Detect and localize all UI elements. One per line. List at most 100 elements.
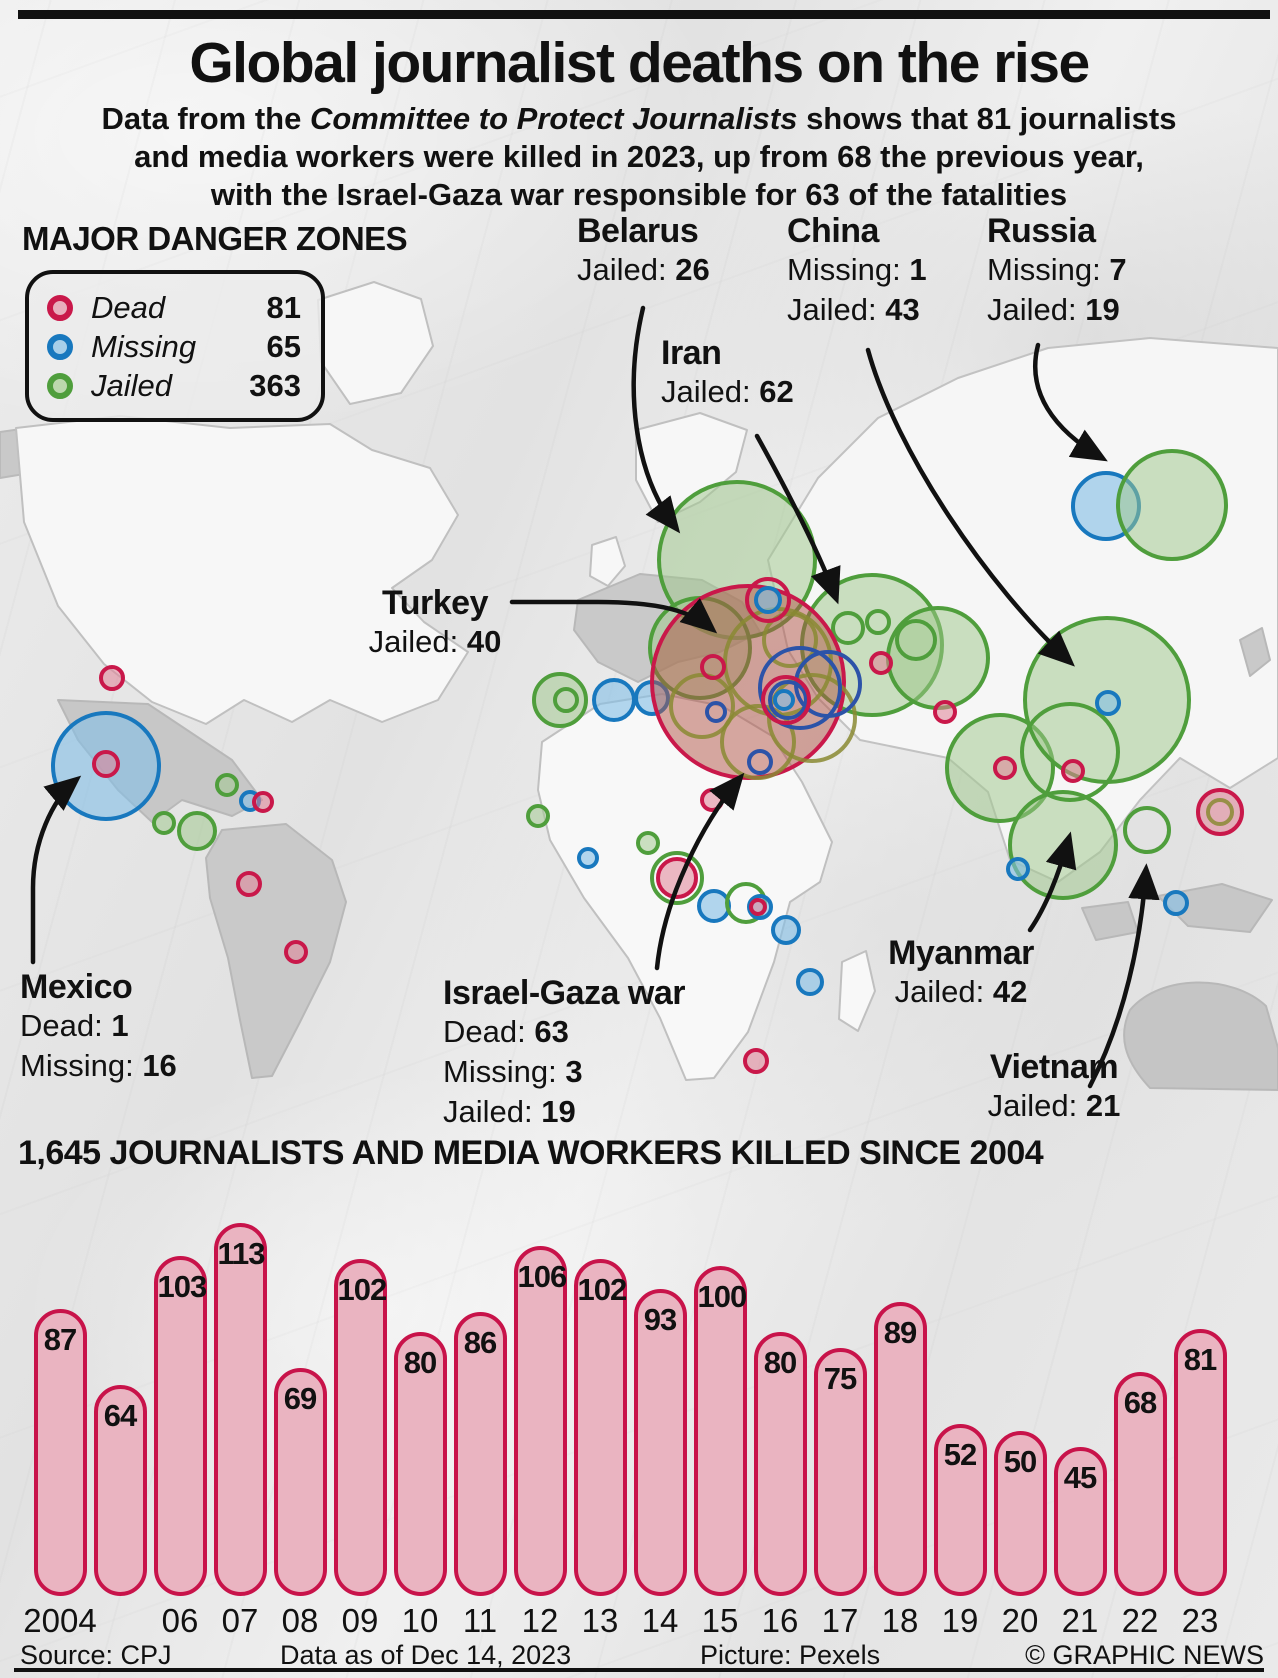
bar-2007: 113 xyxy=(213,1223,267,1596)
map-bubble-dead xyxy=(743,1048,769,1074)
callout-stat: Jailed: 43 xyxy=(787,292,920,327)
year-tick-label: 08 xyxy=(281,1602,319,1639)
source-note: Source: CPJ xyxy=(20,1640,172,1670)
callout-stat: Jailed: 26 xyxy=(577,252,710,287)
year-tick-label: 18 xyxy=(881,1602,919,1639)
map-bubble-missing xyxy=(592,678,636,722)
year-tick-label: 13 xyxy=(581,1602,619,1639)
land-australia xyxy=(1123,981,1278,1091)
map-bubble-jailed xyxy=(152,811,176,835)
legend-row-dead: Dead 81 xyxy=(47,290,301,326)
map-bubble-dead xyxy=(92,750,120,778)
bar-value: 45 xyxy=(1063,1460,1097,1495)
legend-heading: MAJOR DANGER ZONES xyxy=(22,220,408,257)
israel-gaza-arrow xyxy=(654,772,745,971)
map-bubble-deadring xyxy=(700,654,726,680)
subtitle-line: with the Israel-Gaza war responsible for… xyxy=(210,177,1068,212)
map-bubble-missing xyxy=(771,915,801,945)
callout-country-name: Iran xyxy=(661,334,722,372)
map-bubble-dead xyxy=(252,791,274,813)
year-tick-label: 15 xyxy=(701,1602,739,1639)
subtitle-line: and media workers were killed in 2023, u… xyxy=(134,139,1144,174)
map-bubble-jailed xyxy=(526,804,550,828)
map-bubble-jailedring xyxy=(650,851,704,905)
picture-credit: Picture: Pexels xyxy=(700,1640,881,1670)
year-tick-label: 19 xyxy=(941,1602,979,1639)
bar-value: 103 xyxy=(157,1269,208,1304)
map-bubble-jailed xyxy=(636,831,660,855)
land-madagascar xyxy=(838,950,876,1032)
bar-value: 81 xyxy=(1183,1342,1217,1377)
map-bubble-dead xyxy=(99,665,125,691)
turkey-arrow xyxy=(509,598,718,634)
copyright: © GRAPHIC NEWS xyxy=(1025,1640,1264,1670)
legend-row-jailed: Jailed 363 xyxy=(47,368,301,404)
callout-stat: Missing: 1 xyxy=(787,252,927,287)
bar-value: 100 xyxy=(697,1279,748,1314)
bar-2004: 87 xyxy=(33,1309,87,1596)
bar-2017: 75 xyxy=(813,1348,867,1596)
map-bubble-jailed xyxy=(215,773,239,797)
bar-value: 89 xyxy=(883,1315,917,1350)
callout-country-name: Vietnam xyxy=(989,1048,1119,1086)
bar-2019: 52 xyxy=(933,1424,987,1596)
callout-country-name: Israel-Gaza war xyxy=(443,974,685,1012)
china-arrow xyxy=(865,347,1075,667)
jailed-circle-icon xyxy=(47,373,73,399)
callout-stat: Dead: 1 xyxy=(20,1008,129,1043)
dead-circle-icon xyxy=(47,295,73,321)
bar-2022: 68 xyxy=(1113,1372,1167,1596)
belarus-arrow xyxy=(631,305,681,534)
map-bubble-deadring xyxy=(761,675,811,725)
bar-2009: 102 xyxy=(333,1259,387,1596)
bar-2006: 103 xyxy=(153,1256,208,1596)
bar-value: 87 xyxy=(43,1322,77,1357)
year-tick-label: 22 xyxy=(1121,1602,1159,1639)
callout-stat: Jailed: 62 xyxy=(661,374,794,409)
callout-stat: Dead: 63 xyxy=(443,1014,569,1049)
bar-value: 52 xyxy=(943,1437,977,1472)
land-north-america xyxy=(15,415,469,725)
map-bubble-olive xyxy=(1206,798,1234,826)
legend-row-missing: Missing 65 xyxy=(47,329,301,365)
mexico-arrow xyxy=(30,775,82,965)
callout-china: China Missing: 1 Jailed: 43 xyxy=(787,212,927,330)
map-bubble-missing xyxy=(577,847,599,869)
callout-country-name: China xyxy=(787,212,879,250)
myanmar-arrow xyxy=(1027,831,1077,933)
callout-country-name: Mexico xyxy=(20,968,133,1006)
year-tick-label: 07 xyxy=(221,1602,259,1639)
callout-stat: Jailed: 19 xyxy=(443,1094,576,1129)
callout-russia: Russia Missing: 7 Jailed: 19 xyxy=(987,212,1127,330)
map-bubble-dead xyxy=(284,940,308,964)
subtitle-line: Data from the Committee to Protect Journ… xyxy=(101,101,1177,136)
map-bubble-jailedring xyxy=(1020,702,1120,802)
land-greenland xyxy=(317,281,434,405)
callout-iran: Iran Jailed: 62 xyxy=(661,334,794,412)
legend-label: Jailed xyxy=(91,368,172,403)
page-subtitle: Data from the Committee to Protect Journ… xyxy=(0,100,1278,214)
bar-2016: 80 xyxy=(753,1332,807,1596)
year-tick-label: 2004 xyxy=(23,1602,97,1639)
callout-stat: Missing: 7 xyxy=(987,252,1127,287)
russia-arrow xyxy=(1032,342,1108,462)
callout-vietnam: Vietnam Jailed: 21 xyxy=(988,1048,1121,1126)
map-bubble-dead xyxy=(869,651,893,675)
map-bubble-jailedring xyxy=(831,611,865,645)
bar-2010: 80 xyxy=(393,1332,447,1596)
bar-2020: 50 xyxy=(993,1431,1047,1596)
year-tick-label: 11 xyxy=(462,1602,498,1639)
year-tick-label: 20 xyxy=(1001,1602,1039,1639)
map-bubble-deadring xyxy=(745,577,791,623)
bar-2011: 86 xyxy=(453,1312,507,1596)
map-bubble-jailed xyxy=(177,811,217,851)
callout-stat: Missing: 3 xyxy=(443,1054,583,1089)
page-title: Global journalist deaths on the rise xyxy=(189,31,1090,95)
map-bubble-dead xyxy=(933,700,957,724)
map-bubble-dead xyxy=(993,756,1017,780)
bar-2014: 93 xyxy=(633,1289,687,1596)
callout-stat: Jailed: 42 xyxy=(894,974,1028,1009)
callout-country-name: Russia xyxy=(987,212,1096,250)
